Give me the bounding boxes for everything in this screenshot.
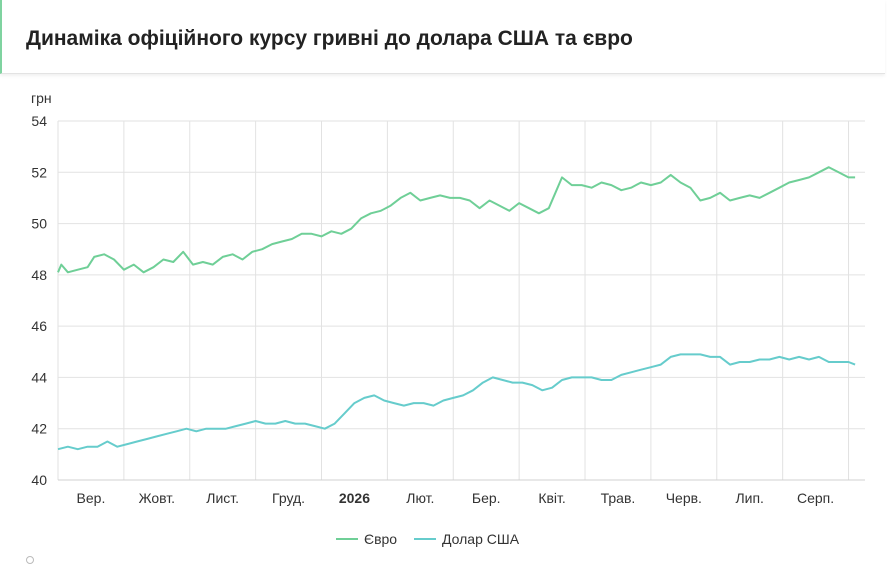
corner-dot-icon: [26, 556, 34, 564]
y-tick-label: 48: [31, 267, 47, 283]
x-tick-label: Квіт.: [538, 490, 565, 506]
x-tick-label: Лип.: [735, 490, 763, 506]
y-tick-label: 46: [31, 318, 47, 334]
y-tick-label: 52: [31, 164, 47, 180]
x-tick-label: Бер.: [472, 490, 501, 506]
series-line-usd: [57, 353, 856, 451]
chart-card-header: Динаміка офіційного курсу гривні до дола…: [0, 0, 885, 74]
y-axis-label: грн: [31, 90, 52, 106]
series-line-euro: [57, 166, 856, 274]
y-tick-label: 54: [31, 113, 47, 129]
y-tick-label: 40: [31, 472, 47, 488]
y-tick-label: 42: [31, 421, 47, 437]
legend-item-usd-label: Долар США: [442, 531, 520, 547]
x-tick-label: Черв.: [666, 490, 702, 506]
y-tick-label: 44: [31, 369, 47, 385]
y-tick-label: 50: [31, 216, 47, 232]
x-tick-label: Груд.: [272, 490, 305, 506]
x-tick-label: Лист.: [206, 490, 239, 506]
chart-title: Динаміка офіційного курсу гривні до дола…: [26, 27, 633, 50]
x-tick-label: Лют.: [406, 490, 434, 506]
x-tick-label: Серп.: [797, 490, 834, 506]
x-tick-label: 2026: [339, 490, 370, 506]
x-tick-label: Трав.: [601, 490, 636, 506]
legend-item-euro-label: Євро: [364, 531, 397, 547]
x-tick-label: Жовт.: [139, 490, 175, 506]
x-tick-label: Вер.: [77, 490, 106, 506]
